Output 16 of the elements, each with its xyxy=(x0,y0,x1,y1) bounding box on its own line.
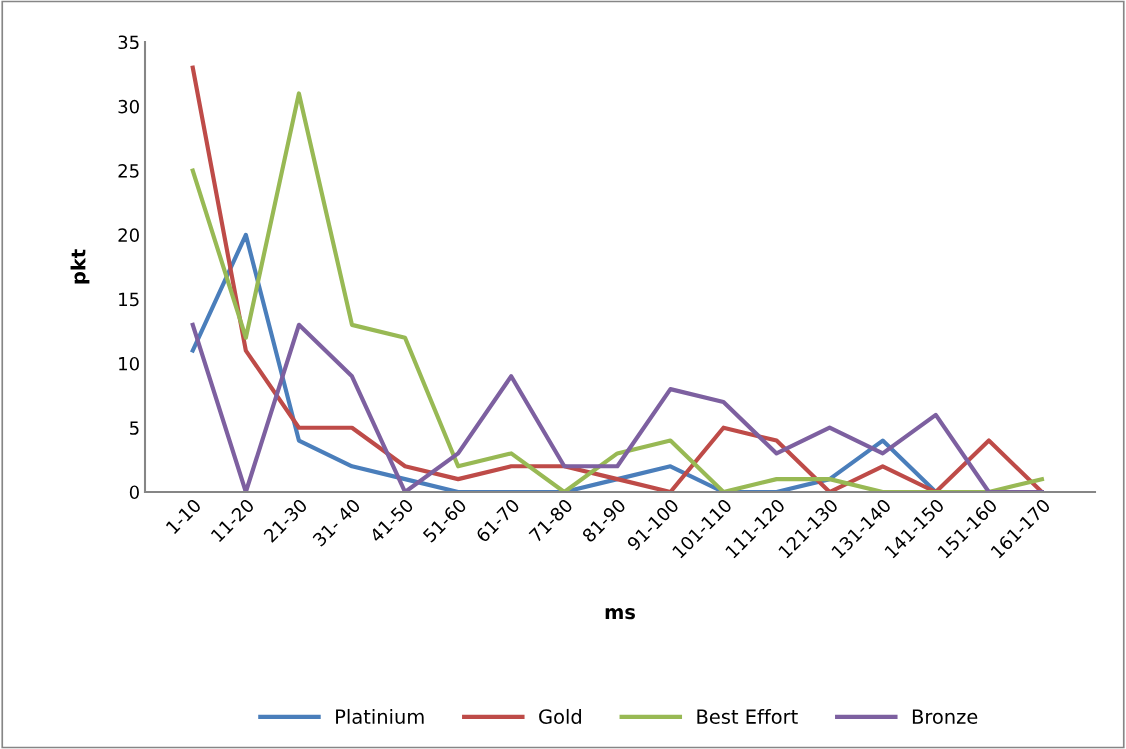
y-axis-title: pkt xyxy=(70,249,90,284)
y-tick-label: 10 xyxy=(119,356,139,371)
x-tick-label: 31- 40 xyxy=(312,497,362,547)
y-tick-label: 15 xyxy=(119,292,139,307)
y-tick-label: 0 xyxy=(129,485,139,500)
y-tick-label: 30 xyxy=(118,99,139,114)
legend-label: Gold xyxy=(539,708,581,724)
y-tick-label: 20 xyxy=(118,228,139,242)
legend-label: Best Effort xyxy=(697,708,798,724)
y-tick-label: 35 xyxy=(118,35,139,50)
line-series xyxy=(190,322,1045,492)
x-axis-title: ms xyxy=(605,608,635,620)
y-tick-label: 25 xyxy=(118,164,139,178)
legend-label: Platinium xyxy=(336,708,424,724)
legend-label: Bronze xyxy=(912,709,978,724)
y-tick-label: 5 xyxy=(130,421,139,435)
